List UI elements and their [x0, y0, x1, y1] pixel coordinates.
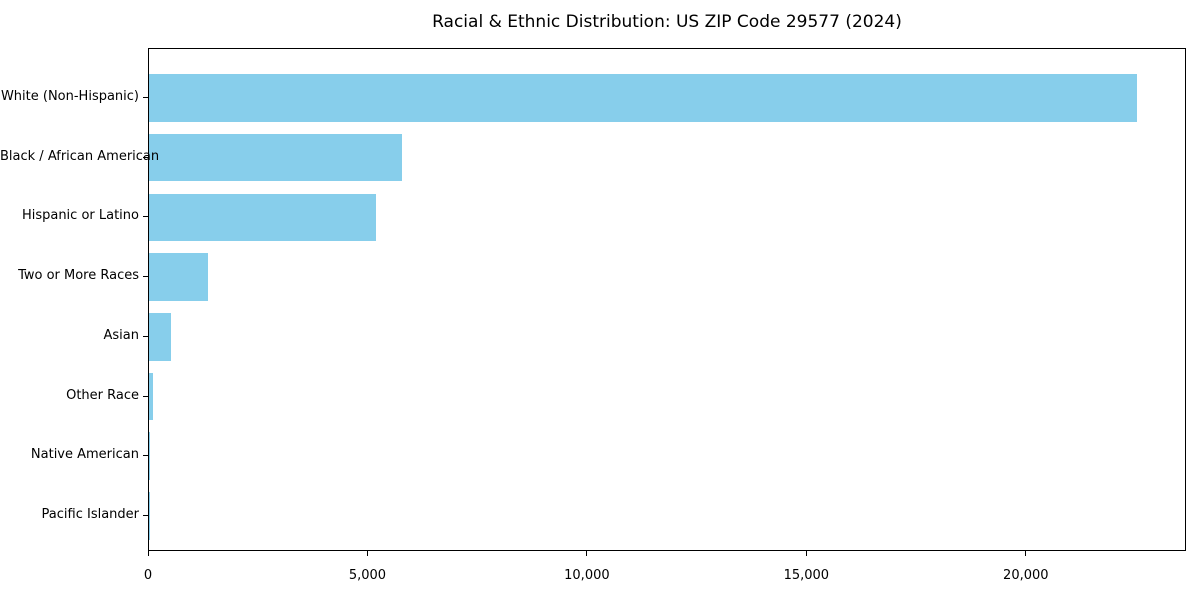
bar-2: [149, 133, 402, 182]
x-tick: [805, 551, 807, 556]
bar-3: [149, 193, 376, 242]
bar-7: [149, 432, 151, 480]
y-tick: [143, 216, 148, 218]
y-axis-label: Other Race: [66, 387, 139, 403]
y-axis-label: Pacific Islander: [41, 506, 139, 522]
y-axis-label: Asian: [103, 327, 139, 343]
y-tick: [143, 455, 148, 457]
y-axis-label: Two or More Races: [18, 268, 139, 284]
plot-area: [148, 48, 1186, 551]
bar-6: [149, 372, 153, 421]
y-axis-label: Black / African American: [0, 148, 160, 164]
bar-4: [149, 253, 208, 301]
y-tick: [143, 276, 148, 278]
x-tick-label: 20,000: [1003, 568, 1049, 583]
x-tick-label: 15,000: [783, 568, 830, 583]
y-axis-label: Native American: [30, 447, 139, 463]
x-tick-label: 0: [143, 568, 153, 583]
y-axis-label: White (Non-Hispanic): [0, 89, 139, 104]
x-tick: [147, 551, 149, 556]
x-tick-label: 10,000: [564, 568, 610, 583]
chart-title: Racial & Ethnic Distribution: US ZIP Cod…: [432, 12, 902, 32]
y-tick: [143, 97, 148, 98]
x-tick: [1025, 551, 1027, 556]
x-tick: [366, 551, 368, 556]
x-tick: [586, 551, 588, 556]
x-tick-label: 5,000: [348, 568, 387, 583]
y-tick: [143, 395, 148, 397]
y-tick: [143, 514, 148, 516]
y-tick: [143, 335, 148, 337]
bar-5: [149, 313, 171, 361]
y-axis-label: Hispanic or Latino: [21, 208, 139, 224]
y-tick: [143, 156, 148, 158]
bar-1: [149, 74, 1137, 122]
